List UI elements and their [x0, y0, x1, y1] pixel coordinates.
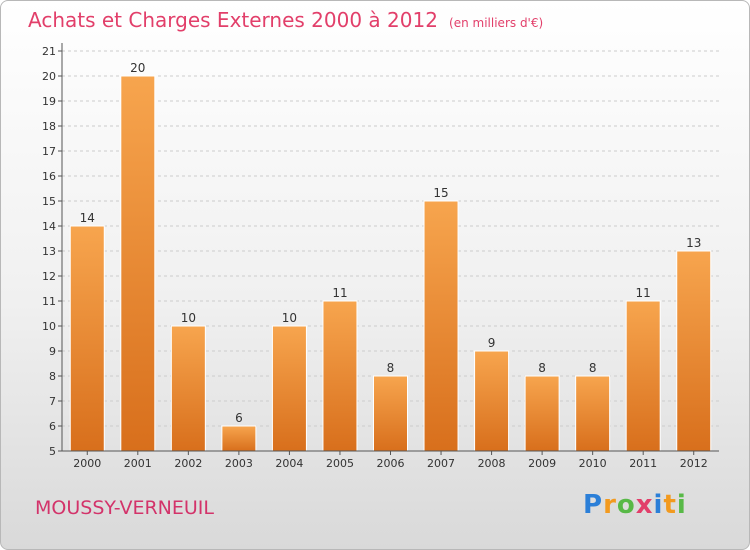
data-label-2005: 11 — [332, 286, 347, 300]
data-label-2012: 13 — [686, 236, 701, 250]
y-tick-label: 20 — [42, 70, 56, 83]
bar-2011 — [625, 300, 661, 452]
x-tick-label-2004: 2004 — [275, 457, 303, 470]
bar-2010 — [575, 375, 611, 452]
bar-2009 — [524, 375, 560, 452]
y-tick-label: 6 — [49, 420, 56, 433]
data-label-2002: 10 — [181, 311, 196, 325]
proxiti-logo: Proxiti — [583, 490, 687, 520]
data-label-2001: 20 — [130, 61, 145, 75]
x-tick-label-2005: 2005 — [326, 457, 354, 470]
y-tick-label: 19 — [42, 95, 56, 108]
y-tick-label: 10 — [42, 320, 56, 333]
y-tick-label: 17 — [42, 145, 56, 158]
bar-2002 — [170, 325, 206, 452]
y-tick-label: 18 — [42, 120, 56, 133]
data-label-2010: 8 — [589, 361, 597, 375]
y-tick-label: 16 — [42, 170, 56, 183]
logo-letter: o — [616, 490, 636, 520]
data-label-2006: 8 — [387, 361, 395, 375]
y-tick-label: 12 — [42, 270, 56, 283]
bar-2003 — [221, 425, 257, 452]
data-label-2009: 8 — [538, 361, 546, 375]
chart-title: Achats et Charges Externes 2000 à 2012 (… — [28, 8, 543, 32]
y-tick-label: 14 — [42, 220, 56, 233]
bar-2005 — [322, 300, 358, 452]
x-tick-label-2002: 2002 — [174, 457, 202, 470]
y-tick-label: 7 — [49, 395, 56, 408]
bar-2001 — [120, 75, 156, 452]
logo-letter: P — [583, 490, 604, 520]
bar-2006 — [373, 375, 408, 452]
bar-2000 — [69, 225, 105, 452]
y-tick-label: 11 — [42, 295, 56, 308]
bar-2008 — [474, 350, 510, 452]
title-text: Achats et Charges Externes 2000 à 2012 — [28, 8, 438, 32]
x-tick-label-2000: 2000 — [73, 457, 101, 470]
data-label-2004: 10 — [282, 311, 297, 325]
x-tick-label-2011: 2011 — [629, 457, 657, 470]
data-label-2008: 9 — [488, 336, 496, 350]
x-tick-label-2006: 2006 — [377, 457, 405, 470]
y-tick-label: 9 — [49, 345, 56, 358]
y-tick-label: 8 — [49, 370, 56, 383]
x-tick-label-2001: 2001 — [124, 457, 152, 470]
y-tick-label: 13 — [42, 245, 56, 258]
data-label-2000: 14 — [80, 211, 95, 225]
bar-2012 — [676, 250, 712, 452]
x-tick-label-2010: 2010 — [579, 457, 607, 470]
data-label-2007: 15 — [433, 186, 448, 200]
y-tick-label: 21 — [42, 45, 56, 58]
logo-letter: x — [635, 490, 654, 520]
x-tick-label-2008: 2008 — [478, 457, 506, 470]
x-tick-label-2007: 2007 — [427, 457, 455, 470]
commune-name: MOUSSY-VERNEUIL — [35, 497, 214, 519]
bar-2007 — [423, 200, 459, 452]
title-unit: (en milliers d'€) — [449, 16, 544, 30]
bar-2004 — [271, 325, 307, 452]
logo-letter: i — [676, 490, 687, 520]
logo-letter: i — [653, 490, 664, 520]
data-label-2011: 11 — [636, 286, 651, 300]
logo-letter: t — [663, 490, 677, 520]
y-tick-label: 5 — [49, 445, 56, 458]
x-tick-label-2009: 2009 — [528, 457, 556, 470]
x-tick-label-2003: 2003 — [225, 457, 253, 470]
x-tick-label-2012: 2012 — [680, 457, 708, 470]
data-label-2003: 6 — [235, 411, 243, 425]
logo-letter: r — [603, 490, 617, 520]
y-tick-label: 15 — [42, 195, 56, 208]
